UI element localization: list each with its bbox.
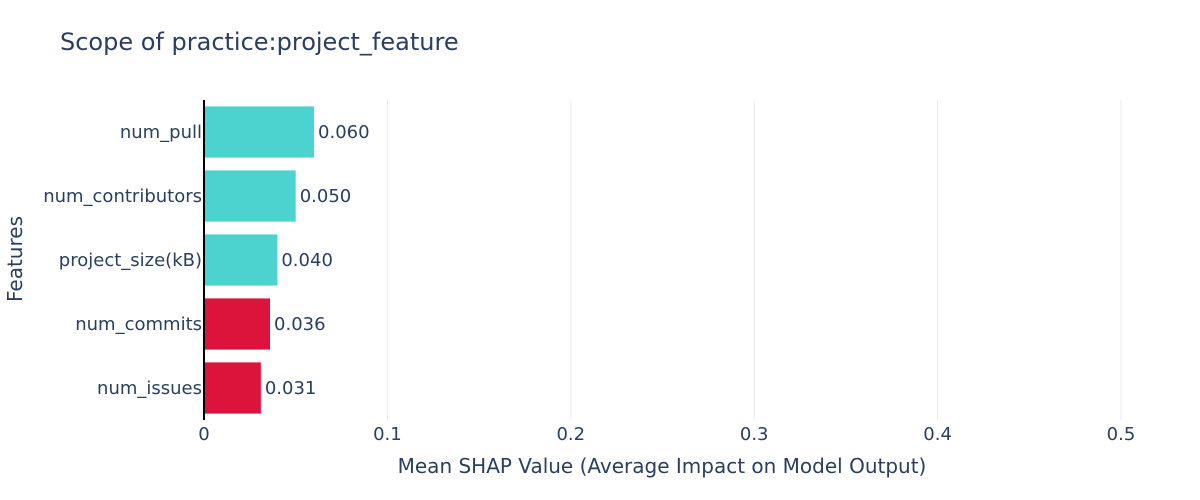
bar-num-contributors xyxy=(204,170,296,222)
x-tick-label: 0 xyxy=(198,424,209,445)
x-tick-label: 0.3 xyxy=(740,424,769,445)
chart-title: Scope of practice:project_feature xyxy=(60,28,459,56)
x-tick-labels: 0 0.1 0.2 0.3 0.4 0.5 xyxy=(198,424,1135,445)
y-tick-label: num_issues xyxy=(97,378,202,399)
bar-value-label: 0.031 xyxy=(265,378,317,399)
bar-num-pull xyxy=(204,106,315,158)
x-tick-label: 0.4 xyxy=(923,424,952,445)
bars xyxy=(204,106,315,414)
bar-value-label: 0.036 xyxy=(274,314,326,335)
x-tick-label: 0.1 xyxy=(373,424,402,445)
y-tick-labels: num_pull num_contributors project_size(kB)… xyxy=(43,122,202,399)
bar-num-commits xyxy=(204,298,271,350)
grid-lines xyxy=(386,100,1122,420)
y-tick-label: num_commits xyxy=(75,314,202,335)
bar-value-label: 0.060 xyxy=(318,122,370,143)
x-tick-label: 0.2 xyxy=(556,424,585,445)
x-axis-title: Mean SHAP Value (Average Impact on Model… xyxy=(398,454,927,478)
bar-project-size-kb- xyxy=(204,234,278,286)
x-tick-label: 0.5 xyxy=(1107,424,1136,445)
value-labels: 0.060 0.050 0.040 0.036 0.031 xyxy=(265,122,370,399)
y-tick-label: num_pull xyxy=(120,122,202,143)
y-tick-label: num_contributors xyxy=(43,186,202,207)
y-tick-label: project_size(kB) xyxy=(59,250,202,271)
bar-num-issues xyxy=(204,362,261,414)
y-axis-title: Features xyxy=(3,216,27,302)
bar-value-label: 0.040 xyxy=(281,250,333,271)
bar-value-label: 0.050 xyxy=(300,186,352,207)
